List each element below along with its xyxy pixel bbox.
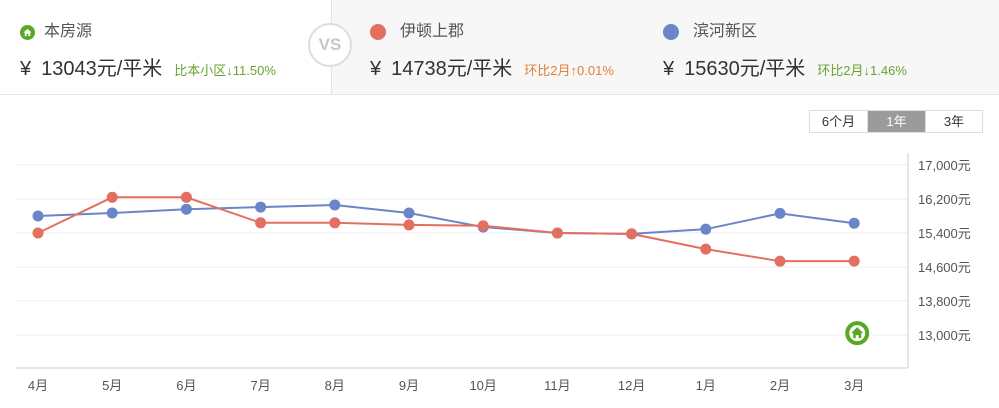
currency-symbol: ¥	[370, 58, 382, 80]
own-listing-summary: 本房源 ¥ 13043元/平米 比本小区↓11.50%	[20, 22, 276, 81]
data-point[interactable]	[180, 203, 192, 215]
time-range-tabs: 6个月 1年 3年	[809, 110, 983, 133]
series-dot-icon	[663, 24, 679, 40]
x-tick-label: 7月	[250, 378, 270, 393]
compare-change: 环比2月↓1.46%	[817, 63, 907, 78]
own-listing-label: 本房源	[44, 23, 93, 40]
price-trend-chart: 17,000元 16,200元 15,400元 14,600元 13,800元 13,00…	[16, 153, 971, 393]
series-line	[37, 203, 855, 235]
y-tick-label: 15,400元	[918, 226, 971, 241]
data-point[interactable]	[774, 255, 786, 267]
x-tick-label: 5月	[102, 378, 122, 393]
currency-symbol: ¥	[20, 58, 32, 80]
data-point[interactable]	[403, 207, 415, 219]
x-tick-label: 10月	[469, 378, 496, 393]
y-axis-ticks: 17,000元 16,200元 15,400元 14,600元 13,800元 13,00…	[918, 158, 971, 343]
compare-label: 伊顿上郡	[400, 23, 465, 40]
data-point[interactable]	[551, 227, 563, 239]
compare-item-1: 伊顿上郡 ¥ 14738元/平米 环比2月↑0.01%	[370, 22, 614, 81]
chart-series	[32, 191, 860, 267]
x-tick-label: 11月	[544, 378, 571, 393]
tab-3-years[interactable]: 3年	[925, 111, 982, 132]
y-tick-label: 16,200元	[918, 192, 971, 207]
series-dot-icon	[370, 24, 386, 40]
compare-price: 15630元/平米	[684, 58, 806, 80]
x-tick-label: 12月	[618, 378, 645, 393]
compare-change: 环比2月↑0.01%	[524, 63, 614, 78]
x-axis-ticks: 4月 5月 6月 7月 8月 9月 10月 11月 12月 1月 2月 3月	[28, 378, 864, 393]
data-point[interactable]	[700, 223, 712, 235]
x-tick-label: 2月	[770, 378, 790, 393]
currency-symbol: ¥	[663, 58, 675, 80]
data-point[interactable]	[477, 220, 489, 232]
compare-panel: 伊顿上郡 ¥ 14738元/平米 环比2月↑0.01% 滨河新区 ¥ 15630…	[331, 0, 999, 94]
compare-price: 14738元/平米	[391, 58, 513, 80]
own-listing-marker[interactable]	[845, 321, 870, 346]
data-point[interactable]	[180, 191, 192, 203]
data-point[interactable]	[329, 199, 341, 211]
x-tick-label: 8月	[325, 378, 345, 393]
y-tick-label: 14,600元	[918, 260, 971, 275]
data-point[interactable]	[255, 201, 267, 213]
chart-grid	[16, 164, 908, 336]
tab-1-year[interactable]: 1年	[868, 111, 925, 132]
x-tick-label: 3月	[844, 378, 864, 393]
x-tick-label: 6月	[176, 378, 196, 393]
x-tick-label: 9月	[399, 378, 419, 393]
data-point[interactable]	[848, 217, 860, 229]
own-change: 比本小区↓11.50%	[174, 63, 276, 78]
comparison-header: 本房源 ¥ 13043元/平米 比本小区↓11.50% VS 伊顿上郡 ¥ 14…	[0, 0, 999, 95]
home-icon	[851, 327, 864, 339]
compare-label: 滨河新区	[693, 23, 758, 40]
data-point[interactable]	[32, 210, 44, 222]
x-tick-label: 1月	[696, 378, 716, 393]
x-tick-label: 4月	[28, 378, 48, 393]
vs-badge: VS	[308, 23, 352, 67]
own-listing-panel: 本房源 ¥ 13043元/平米 比本小区↓11.50%	[0, 0, 331, 94]
data-point[interactable]	[626, 228, 638, 240]
y-tick-label: 13,800元	[918, 294, 971, 309]
series-line	[37, 196, 855, 263]
y-tick-label: 17,000元	[918, 158, 971, 173]
data-point[interactable]	[329, 217, 341, 229]
own-price: 13043元/平米	[41, 58, 163, 80]
home-icon	[20, 24, 35, 40]
data-point[interactable]	[32, 227, 44, 239]
data-point[interactable]	[403, 219, 415, 231]
data-point[interactable]	[106, 207, 118, 219]
data-point[interactable]	[106, 191, 118, 203]
data-point[interactable]	[848, 255, 860, 267]
data-point[interactable]	[700, 243, 712, 255]
data-point[interactable]	[774, 207, 786, 219]
data-point[interactable]	[255, 217, 267, 229]
compare-item-2: 滨河新区 ¥ 15630元/平米 环比2月↓1.46%	[663, 22, 907, 81]
y-tick-label: 13,000元	[918, 328, 971, 343]
tab-6-months[interactable]: 6个月	[810, 111, 868, 132]
